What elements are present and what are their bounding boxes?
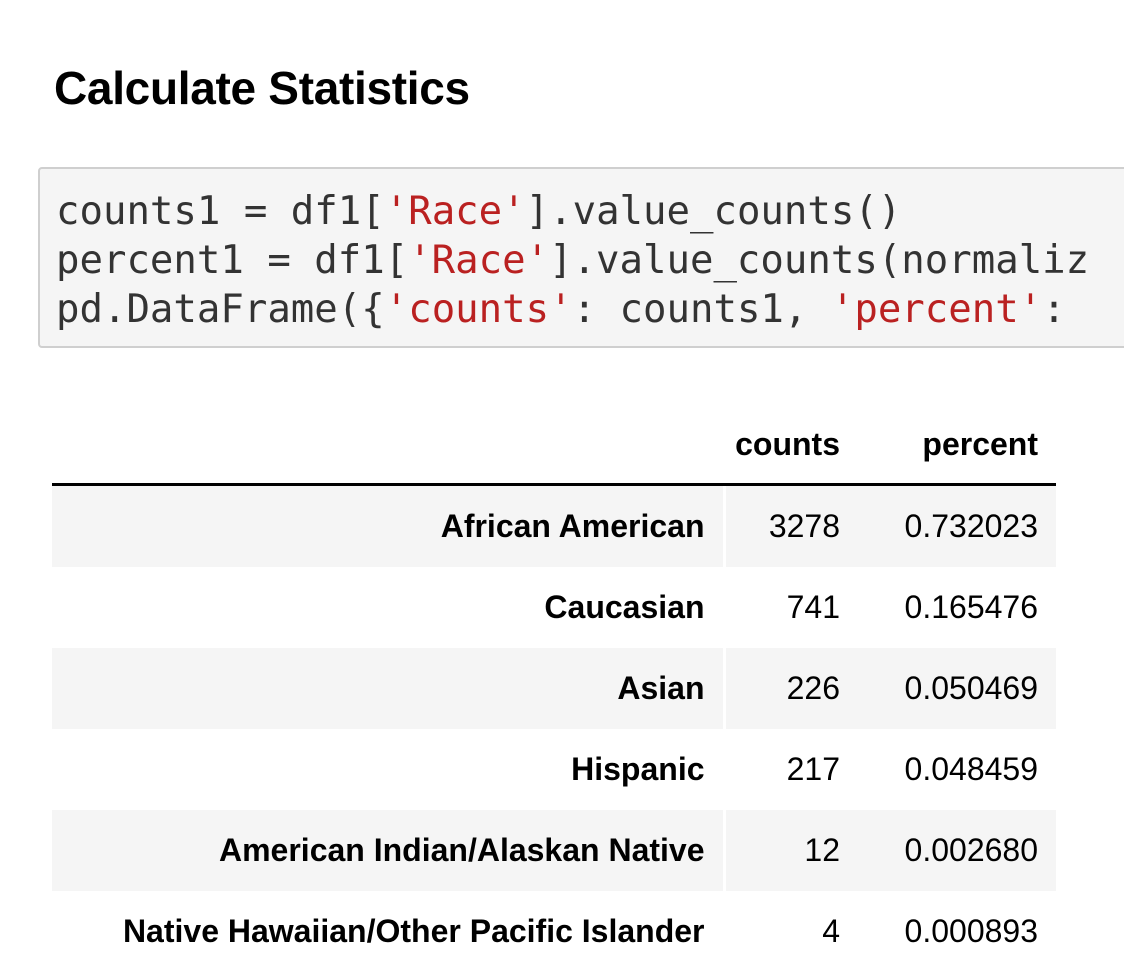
- counts-cell: 3278: [724, 484, 858, 567]
- counts-cell: 226: [724, 648, 858, 729]
- code-string: 'percent': [830, 287, 1043, 332]
- counts-cell: 217: [786, 751, 840, 787]
- code-token: ].value_counts(normaliz: [549, 238, 1090, 283]
- counts-cell: 4: [822, 913, 840, 949]
- code-token: : counts1,: [572, 287, 831, 332]
- table-row: Hispanic 217 0.048459: [52, 729, 1056, 810]
- code-text[interactable]: counts1 = df1['Race'].value_counts() per…: [40, 169, 1124, 334]
- dataframe-output: counts percent African American 3278 0.7…: [52, 405, 1056, 972]
- code-token: ].value_counts(): [525, 189, 902, 234]
- row-label: Caucasian: [52, 567, 726, 648]
- table-header-row: counts percent: [52, 405, 1056, 486]
- code-token: :: [1042, 287, 1066, 332]
- percent-cell: 0.165476: [904, 589, 1038, 625]
- row-label: Hispanic: [52, 729, 726, 810]
- code-string: 'Race': [408, 238, 550, 283]
- section-heading: Calculate Statistics: [54, 62, 470, 114]
- percent-cell: 0.000893: [904, 913, 1038, 949]
- table-row: Native Hawaiian/Other Pacific Islander 4…: [52, 891, 1056, 972]
- percent-cell: 0.048459: [904, 751, 1038, 787]
- index-header: [52, 405, 724, 486]
- percent-header: percent: [858, 405, 1056, 486]
- counts-cell: 741: [786, 589, 840, 625]
- code-string: 'counts': [384, 287, 573, 332]
- code-token: counts1 = df1[: [56, 189, 385, 234]
- row-label: Native Hawaiian/Other Pacific Islander: [52, 891, 726, 972]
- code-string: 'Race': [384, 189, 526, 234]
- table-row: Caucasian 741 0.165476: [52, 567, 1056, 648]
- row-label: American Indian/Alaskan Native: [52, 810, 726, 891]
- code-token: percent1 = df1[: [56, 238, 409, 283]
- counts-cell: 12: [724, 810, 858, 891]
- percent-cell: 0.050469: [858, 648, 1056, 729]
- table-row: Asian 226 0.050469: [52, 648, 1056, 729]
- code-token: pd.DataFrame({: [56, 287, 385, 332]
- percent-cell: 0.002680: [858, 810, 1056, 891]
- row-label: African American: [52, 484, 726, 567]
- table-row: African American 3278 0.732023: [52, 484, 1056, 567]
- row-label: Asian: [52, 648, 726, 729]
- table-row: American Indian/Alaskan Native 12 0.0026…: [52, 810, 1056, 891]
- code-cell[interactable]: counts1 = df1['Race'].value_counts() per…: [38, 167, 1124, 348]
- counts-header: counts: [724, 405, 858, 486]
- percent-cell: 0.732023: [858, 484, 1056, 567]
